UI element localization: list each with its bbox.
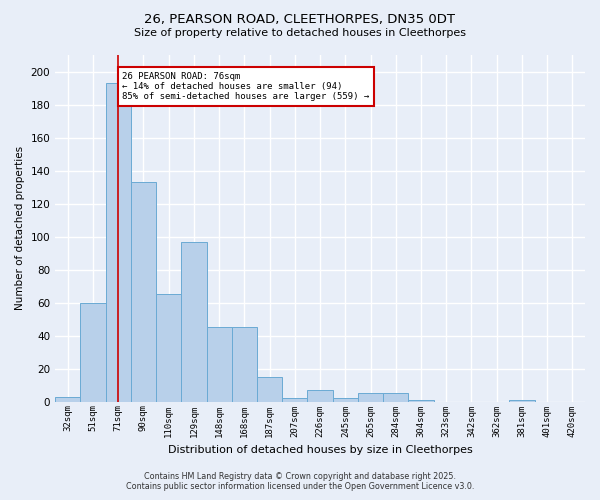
Text: 26, PEARSON ROAD, CLEETHORPES, DN35 0DT: 26, PEARSON ROAD, CLEETHORPES, DN35 0DT	[145, 12, 455, 26]
Bar	[232, 328, 257, 402]
Bar	[181, 242, 206, 402]
Bar	[383, 394, 409, 402]
Text: Contains HM Land Registry data © Crown copyright and database right 2025.
Contai: Contains HM Land Registry data © Crown c…	[126, 472, 474, 491]
Bar	[156, 294, 181, 402]
Bar	[282, 398, 307, 402]
Bar	[332, 398, 358, 402]
Bar	[206, 328, 232, 402]
Bar	[257, 377, 282, 402]
Bar	[358, 394, 383, 402]
Bar	[307, 390, 332, 402]
Bar	[106, 83, 131, 402]
Bar	[80, 302, 106, 402]
Text: 26 PEARSON ROAD: 76sqm
← 14% of detached houses are smaller (94)
85% of semi-det: 26 PEARSON ROAD: 76sqm ← 14% of detached…	[122, 72, 369, 102]
Y-axis label: Number of detached properties: Number of detached properties	[15, 146, 25, 310]
X-axis label: Distribution of detached houses by size in Cleethorpes: Distribution of detached houses by size …	[168, 445, 472, 455]
Text: Size of property relative to detached houses in Cleethorpes: Size of property relative to detached ho…	[134, 28, 466, 38]
Bar	[55, 396, 80, 402]
Bar	[409, 400, 434, 402]
Bar	[131, 182, 156, 402]
Bar	[509, 400, 535, 402]
